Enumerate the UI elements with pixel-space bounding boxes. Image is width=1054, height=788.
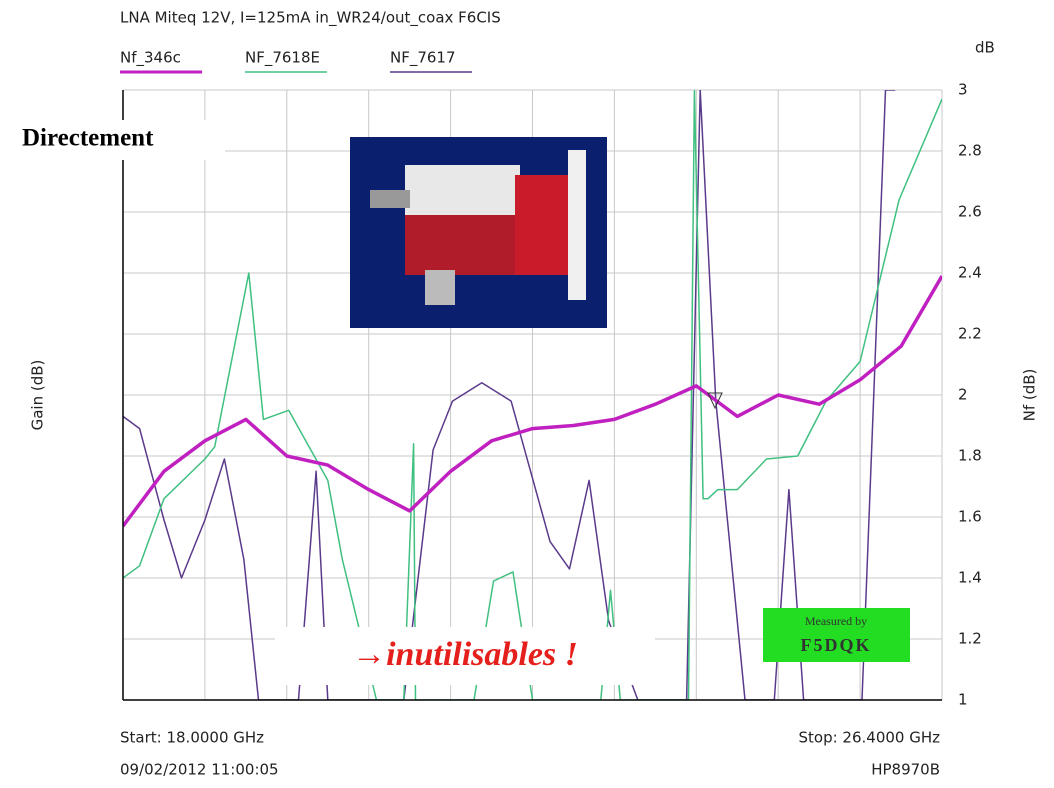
stamp-text: F5DQK [801, 635, 872, 655]
legend-label: Nf_346c [120, 49, 181, 68]
y-unit: dB [975, 39, 995, 57]
y-tick-label: 3 [958, 81, 968, 99]
legend-label: NF_7618E [245, 49, 320, 68]
y-tick-label: 1.6 [958, 508, 982, 526]
y-tick-label: 1 [958, 691, 968, 709]
left-axis-label: Gain (dB) [29, 360, 47, 431]
annotation: →inutilisables ! [352, 636, 578, 673]
chart: LNA Miteq 12V, I=125mA in_WR24/out_coax … [0, 0, 1054, 784]
y-tick-label: 1.2 [958, 630, 982, 648]
y-tick-label: 2.8 [958, 142, 982, 160]
start-label: Start: 18.0000 GHz [120, 729, 264, 747]
y-tick-label: 2.4 [958, 264, 982, 282]
stop-label: Stop: 26.4000 GHz [799, 729, 941, 747]
y-tick-label: 2.2 [958, 325, 982, 343]
instrument: HP8970B [871, 761, 940, 779]
timestamp: 09/02/2012 11:00:05 [120, 761, 279, 779]
legend-label: NF_7617 [390, 49, 456, 68]
y-tick-label: 1.4 [958, 569, 982, 587]
photo [350, 137, 607, 328]
y-tick-label: 2.6 [958, 203, 982, 221]
right-axis-label: Nf (dB) [1021, 369, 1039, 422]
chart-title: LNA Miteq 12V, I=125mA in_WR24/out_coax … [120, 9, 501, 28]
y-tick-label: 1.8 [958, 447, 982, 465]
y-tick-label: 2 [958, 386, 968, 404]
stamp-text: Measured by [805, 614, 867, 628]
annotation: Directement [22, 125, 154, 152]
